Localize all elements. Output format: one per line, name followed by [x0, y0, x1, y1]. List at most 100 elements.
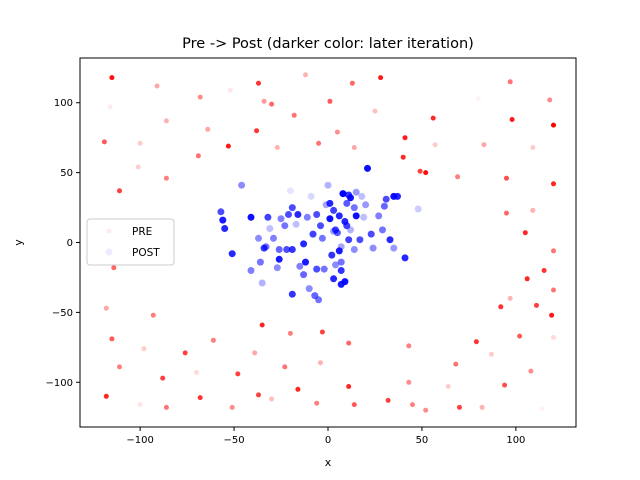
pre-point	[551, 248, 556, 254]
pre-point	[479, 404, 485, 410]
pre-point	[197, 395, 203, 401]
post-point	[375, 212, 383, 220]
post-point	[345, 236, 353, 244]
pre-point	[349, 80, 355, 86]
post-point	[414, 205, 422, 213]
pre-point	[287, 330, 293, 336]
pre-point	[445, 384, 451, 389]
post-point	[337, 243, 345, 251]
pre-point	[182, 350, 188, 356]
post-point	[288, 204, 296, 212]
pre-point	[509, 117, 515, 122]
post-point	[335, 212, 343, 220]
post-point	[326, 199, 334, 207]
pre-point	[256, 80, 261, 86]
y-tick-label: −50	[52, 308, 73, 319]
pre-point	[197, 94, 203, 100]
post-point	[273, 264, 281, 272]
post-point	[332, 261, 339, 269]
pre-point	[107, 104, 113, 110]
pre-point	[549, 312, 555, 318]
post-point	[307, 192, 315, 200]
pre-point	[318, 360, 323, 366]
pre-point	[489, 351, 494, 357]
post-point	[386, 236, 394, 244]
pre-point	[481, 142, 487, 148]
post-point	[335, 247, 343, 255]
pre-point	[507, 295, 513, 301]
post-point	[313, 211, 321, 218]
pre-point	[551, 122, 556, 128]
post-point	[330, 206, 338, 214]
pre-point	[319, 329, 325, 335]
post-point	[281, 222, 289, 230]
pre-point	[457, 404, 462, 410]
post-point	[300, 240, 308, 248]
pre-point	[528, 368, 534, 374]
pre-point	[378, 75, 384, 81]
pre-point	[117, 188, 122, 194]
pre-point	[101, 139, 107, 145]
pre-point	[522, 230, 528, 236]
pre-point	[530, 207, 536, 213]
post-point	[367, 230, 375, 238]
post-point	[394, 192, 401, 200]
pre-point	[316, 140, 322, 146]
post-point	[275, 246, 283, 253]
pre-point	[423, 407, 429, 413]
pre-point	[261, 98, 267, 104]
pre-point	[432, 142, 438, 148]
chart-title: Pre -> Post (darker color: later iterati…	[182, 36, 474, 52]
pre-point	[254, 128, 260, 134]
post-point	[219, 216, 227, 224]
pre-point	[109, 336, 115, 342]
post-point	[318, 234, 326, 242]
pre-point	[498, 304, 504, 310]
pre-point	[423, 170, 429, 176]
pre-point	[141, 346, 147, 352]
post-point	[288, 246, 296, 253]
pre-point	[137, 140, 143, 146]
pre-point	[517, 333, 523, 339]
pre-point	[259, 322, 265, 328]
pre-point	[541, 268, 547, 273]
post-point	[286, 187, 294, 195]
y-tick-label: 0	[67, 238, 73, 249]
post-point	[285, 211, 292, 218]
pre-point	[502, 382, 508, 388]
pre-point	[351, 145, 357, 150]
pre-point	[229, 404, 235, 410]
pre-point	[291, 112, 297, 118]
post-point	[302, 258, 309, 266]
post-point	[337, 258, 345, 266]
post-point	[320, 265, 328, 273]
post-point	[350, 246, 358, 253]
pre-point	[227, 87, 233, 93]
post-point	[255, 234, 262, 242]
pre-point	[103, 393, 109, 399]
pre-point	[385, 397, 391, 403]
pre-point	[534, 302, 539, 308]
pre-point	[327, 98, 333, 104]
post-point	[262, 243, 270, 251]
legend-label-pre: PRE	[132, 226, 152, 238]
pre-point	[547, 97, 553, 103]
post-point	[362, 201, 370, 209]
post-point	[350, 204, 358, 212]
pre-point	[410, 402, 415, 408]
pre-point	[372, 108, 378, 114]
post-point	[330, 227, 338, 235]
legend: PRE POST	[86, 218, 175, 266]
post-point	[339, 190, 347, 198]
pre-point	[269, 396, 275, 402]
pre-point	[551, 335, 556, 340]
pre-point	[406, 379, 412, 385]
pre-point	[295, 386, 301, 392]
post-point	[343, 199, 351, 207]
pre-point	[406, 343, 412, 349]
post-point	[326, 215, 334, 223]
post-point	[324, 181, 332, 189]
pre-point	[530, 145, 536, 150]
post-point	[305, 285, 313, 293]
pre-point	[334, 129, 340, 135]
